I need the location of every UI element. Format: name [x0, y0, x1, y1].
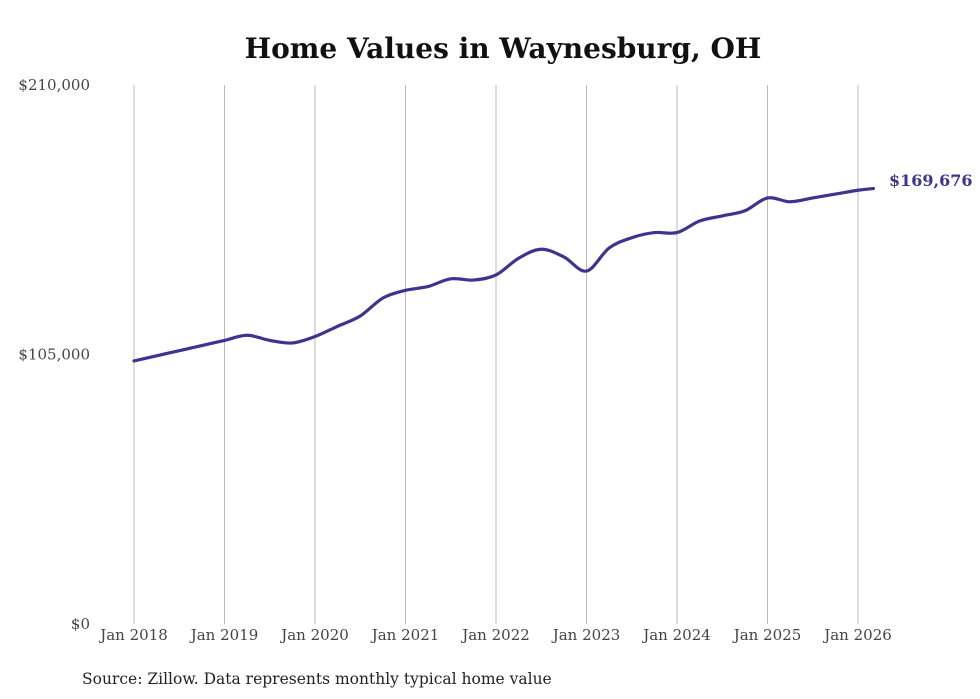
x-tick-label-8: Jan 2026: [822, 626, 892, 644]
x-tick-label-4: Jan 2022: [460, 626, 530, 644]
chart-title: Home Values in Waynesburg, OH: [245, 32, 762, 65]
x-tick-label-5: Jan 2023: [551, 626, 621, 644]
source-note: Source: Zillow. Data represents monthly …: [82, 670, 552, 688]
y-tick-label-0: $0: [71, 615, 90, 633]
x-tick-label-2: Jan 2020: [279, 626, 349, 644]
y-axis-ticks: $0 $105,000 $210,000: [18, 76, 90, 633]
y-tick-label-2: $210,000: [18, 76, 90, 94]
x-axis-ticks: Jan 2018 Jan 2019 Jan 2020 Jan 2021 Jan 2022…: [98, 626, 892, 644]
gridlines: [133, 85, 859, 624]
x-tick-label-0: Jan 2018: [98, 626, 168, 644]
x-tick-label-1: Jan 2019: [189, 626, 259, 644]
x-tick-label-3: Jan 2021: [370, 626, 440, 644]
y-tick-label-1: $105,000: [18, 346, 90, 364]
x-tick-label-7: Jan 2025: [732, 626, 802, 644]
end-value-label: $169,676: [889, 171, 973, 190]
series-lines: [132, 186, 875, 363]
series-line-0: [132, 186, 875, 363]
x-tick-label-6: Jan 2024: [641, 626, 711, 644]
